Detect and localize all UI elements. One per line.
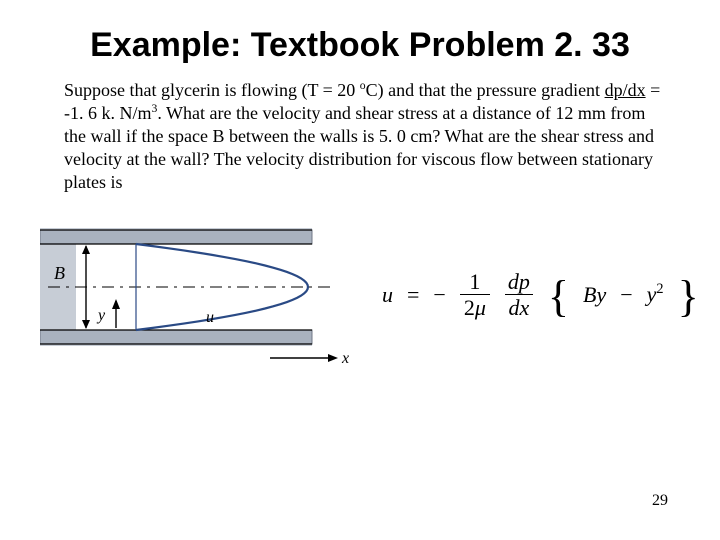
svg-text:x: x (341, 350, 349, 367)
frac2-den: dx (505, 294, 534, 319)
text-part: Suppose that glycerin is flowing (T = 20 (64, 80, 360, 100)
eq-frac-1over2mu: 1 2μ (460, 270, 490, 319)
problem-statement: Suppose that glycerin is flowing (T = 20… (0, 75, 720, 194)
eq-braced-term: { By − y2 } (548, 281, 699, 307)
frac1-num: 1 (465, 270, 484, 294)
eq-equals: = (407, 282, 419, 308)
svg-text:B: B (54, 263, 65, 283)
eq-neg1: − (433, 282, 445, 308)
frac1-den: 2μ (460, 294, 490, 319)
page-number: 29 (652, 492, 668, 510)
slide-title: Example: Textbook Problem 2. 33 (0, 0, 720, 75)
frac1-den-mu: μ (475, 295, 486, 320)
frac2-num: dp (504, 270, 534, 294)
eq-minus: − (620, 282, 632, 308)
eq-y2: y2 (647, 281, 664, 307)
svg-text:y: y (96, 307, 106, 324)
eq-lhs: u (382, 282, 393, 308)
text-part: . What are the velocity and shear stress… (64, 103, 654, 192)
figure-and-equation-row: Byux u = − 1 2μ dp dx { By − y2 } (0, 194, 720, 377)
eq-By: By (583, 282, 606, 308)
svg-text:u: u (206, 309, 214, 326)
eq-y-exp: 2 (656, 281, 663, 297)
frac1-den-2: 2 (464, 295, 475, 320)
velocity-profile-diagram: By u x (40, 212, 358, 377)
eq-frac-dpdx: dp dx (504, 270, 534, 319)
text-part: C) and that the pressure gradient (366, 80, 605, 100)
eq-y: y (647, 282, 657, 307)
dp-dx: dp/dx (605, 80, 646, 100)
velocity-equation: u = − 1 2μ dp dx { By − y2 } (382, 270, 699, 319)
